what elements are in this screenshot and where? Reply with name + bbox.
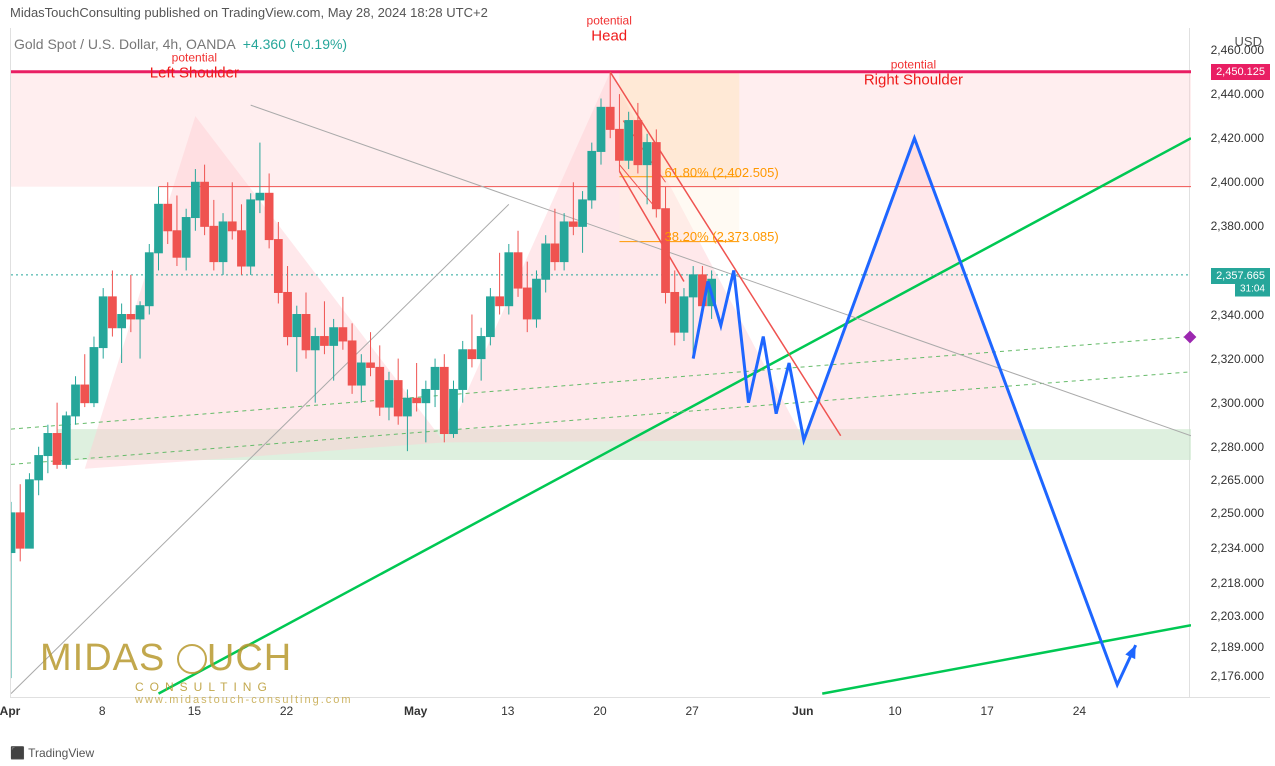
price-tag: 2,450.125 [1211, 64, 1270, 80]
left-shoulder-tri [85, 116, 445, 469]
y-tick-label: 2,380.000 [1211, 219, 1264, 233]
right-shoulder-tri [804, 138, 1025, 440]
annotation-head: potentialHead [587, 13, 632, 45]
y-tick-label: 2,400.000 [1211, 175, 1264, 189]
red-channel-bot [619, 171, 684, 281]
y-tick-label: 2,280.000 [1211, 440, 1264, 454]
fib-label-618: 61.80% (2,402.505) [665, 165, 779, 180]
y-tick-label: 2,440.000 [1211, 87, 1264, 101]
price-axis[interactable]: USD 2,460.0002,440.0002,420.0002,400.000… [1190, 28, 1270, 698]
head-tri [444, 72, 804, 442]
x-tick-label: 17 [981, 704, 994, 718]
y-tick-label: 2,320.000 [1211, 352, 1264, 366]
resistance-zone [11, 72, 1191, 187]
watermark-logo: MIDAS UCH CONSULTING www.midastouch-cons… [40, 637, 353, 706]
gray-1 [11, 204, 509, 693]
y-tick-label: 2,234.000 [1211, 541, 1264, 555]
y-tick-label: 2,176.000 [1211, 669, 1264, 683]
fingerprint-icon [177, 644, 207, 674]
y-tick-label: 2,250.000 [1211, 506, 1264, 520]
fib-label-382: 38.20% (2,373.085) [665, 229, 779, 244]
green-dash-2 [11, 372, 1191, 465]
x-tick-label: Apr [0, 704, 20, 718]
blue-projection [693, 138, 1136, 685]
y-tick-label: 2,265.000 [1211, 473, 1264, 487]
flag-bot [619, 165, 656, 209]
y-tick-label: 2,203.000 [1211, 609, 1264, 623]
x-tick-label: Jun [792, 704, 813, 718]
x-tick-label: May [404, 704, 427, 718]
green-trend-1 [159, 138, 1192, 693]
green-trend-2 [822, 625, 1191, 693]
x-tick-label: 10 [888, 704, 901, 718]
x-tick-label: 22 [280, 704, 293, 718]
x-tick-label: 15 [188, 704, 201, 718]
publisher-text: MidasTouchConsulting published on Tradin… [10, 5, 488, 20]
red-channel-top [610, 72, 840, 436]
chart-svg [11, 28, 1191, 698]
publish-header: MidasTouchConsulting published on Tradin… [0, 0, 498, 28]
annotation-left-shoulder: potentialLeft Shoulder [150, 51, 239, 83]
flag-top [623, 121, 665, 183]
x-tick-label: 20 [593, 704, 606, 718]
x-tick-label: 13 [501, 704, 514, 718]
chart-pane[interactable] [10, 28, 1190, 698]
neckline-zone [57, 429, 1191, 460]
tv-icon: ⬛ [10, 746, 25, 760]
annotation-right-shoulder: potentialRight Shoulder [864, 57, 963, 89]
x-tick-label: 24 [1073, 704, 1086, 718]
y-tick-label: 2,420.000 [1211, 131, 1264, 145]
gray-2 [251, 105, 1191, 436]
y-tick-label: 2,189.000 [1211, 640, 1264, 654]
y-tick-label: 2,340.000 [1211, 308, 1264, 322]
green-dash-1 [11, 337, 1191, 430]
y-tick-label: 2,460.000 [1211, 43, 1264, 57]
tradingview-logo: ⬛ TradingView [10, 746, 94, 760]
price-tag: 31:04 [1235, 281, 1270, 296]
y-tick-label: 2,218.000 [1211, 576, 1264, 590]
x-tick-label: 8 [99, 704, 106, 718]
x-tick-label: 27 [686, 704, 699, 718]
y-tick-label: 2,300.000 [1211, 396, 1264, 410]
